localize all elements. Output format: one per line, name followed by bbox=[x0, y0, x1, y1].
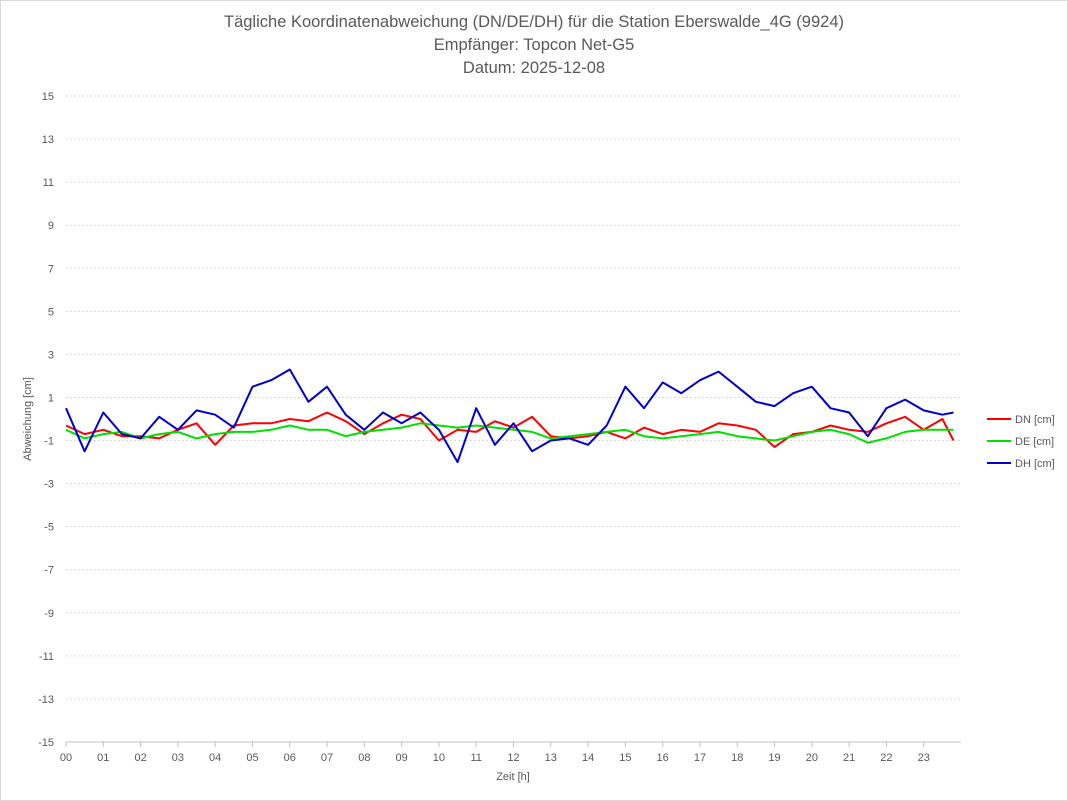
y-tick-label: -13 bbox=[38, 694, 54, 706]
x-tick-label: 14 bbox=[582, 752, 594, 764]
chart-date: Datum: 2025-12-08 bbox=[462, 59, 606, 77]
y-tick-label: 7 bbox=[48, 263, 54, 275]
y-tick-label: -11 bbox=[39, 651, 54, 663]
x-tick-label: 18 bbox=[731, 752, 743, 764]
y-tick-label: -1 bbox=[44, 436, 54, 448]
x-tick-label: 21 bbox=[843, 752, 855, 764]
y-tick-label: -3 bbox=[44, 479, 54, 491]
y-tick-label: 9 bbox=[48, 220, 54, 232]
x-tick-label: 11 bbox=[470, 752, 481, 764]
y-tick-label: 5 bbox=[48, 306, 54, 318]
x-axis-label: Zeit [h] bbox=[496, 771, 530, 783]
grid-lines bbox=[65, 95, 961, 747]
x-tick-label: 04 bbox=[209, 752, 221, 764]
y-axis-label: Abweichung [cm] bbox=[22, 377, 34, 461]
x-tick-label: 06 bbox=[284, 752, 296, 764]
x-tick-label: 05 bbox=[246, 752, 258, 764]
y-tick-label: 1 bbox=[48, 392, 54, 404]
series-line-de bbox=[65, 422, 954, 444]
series-line-dh bbox=[65, 368, 954, 464]
x-tick-label: 15 bbox=[619, 752, 631, 764]
y-tick-label: 13 bbox=[42, 134, 54, 146]
legend-label: DH [cm] bbox=[1015, 458, 1055, 470]
x-tick-label: 13 bbox=[545, 752, 557, 764]
x-tick-label: 07 bbox=[321, 752, 333, 764]
y-tick-label: 11 bbox=[43, 177, 54, 189]
x-tick-label: 03 bbox=[172, 752, 184, 764]
x-tick-label: 17 bbox=[694, 752, 706, 764]
y-tick-label: 3 bbox=[48, 349, 54, 361]
x-tick-label: 16 bbox=[657, 752, 669, 764]
x-tick-label: 09 bbox=[396, 752, 408, 764]
x-tick-label: 10 bbox=[433, 752, 445, 764]
y-tick-label: -9 bbox=[44, 608, 54, 620]
x-tick-label: 02 bbox=[134, 752, 146, 764]
y-tick-label: -15 bbox=[38, 737, 54, 749]
legend-label: DN [cm] bbox=[1015, 414, 1055, 426]
chart-title: Tägliche Koordinatenabweichung (DN/DE/DH… bbox=[224, 13, 844, 31]
y-tick-label: -7 bbox=[44, 565, 54, 577]
x-tick-label: 00 bbox=[60, 752, 72, 764]
x-tick-label: 08 bbox=[358, 752, 370, 764]
y-tick-label: -5 bbox=[44, 522, 54, 534]
legend: DN [cm] DE [cm] DH [cm] bbox=[987, 414, 1055, 470]
x-tick-label: 20 bbox=[806, 752, 818, 764]
y-tick-labels: 15 13 11 9 7 5 3 1 -1 -3 -5 -7 -9 -11 -13 -15 bbox=[38, 91, 54, 749]
x-tick-label: 22 bbox=[880, 752, 892, 764]
x-tick-label: 23 bbox=[918, 752, 930, 764]
chart-subtitle: Empfänger: Topcon Net-G5 bbox=[433, 36, 635, 54]
legend-label: DE [cm] bbox=[1015, 436, 1054, 448]
x-tick-label: 19 bbox=[768, 752, 780, 764]
series-lines bbox=[65, 368, 955, 464]
y-tick-label: 15 bbox=[42, 91, 54, 103]
x-tick-label: 12 bbox=[507, 752, 519, 764]
x-tick-label: 01 bbox=[97, 752, 109, 764]
x-tick-labels: 00 01 02 03 04 05 06 07 08 09 10 11 12 13 14 15 16 17 18 19… bbox=[60, 752, 930, 764]
